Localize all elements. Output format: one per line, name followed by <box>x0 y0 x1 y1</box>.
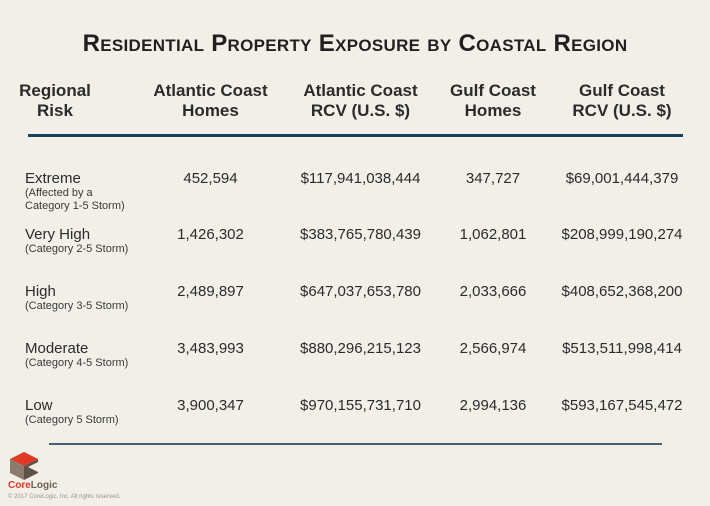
page-title: Residential Property Exposure by Coastal… <box>82 30 628 57</box>
risk-sub-label: (Category 3-5 Storm) <box>25 300 129 312</box>
header-line: Gulf Coast <box>579 81 665 100</box>
risk-sub-label: (Category 4-5 Storm) <box>25 357 129 369</box>
risk-sub-label: Category 1-5 Storm) <box>25 200 125 212</box>
risk-level: Moderate (Category 4-5 Storm) <box>25 340 128 370</box>
risk-level: Very High (Category 2-5 Storm) <box>25 226 128 256</box>
header-line: Gulf Coast <box>450 81 536 100</box>
risk-sub-label: (Category 2-5 Storm) <box>25 243 129 255</box>
header-divider <box>28 134 683 137</box>
header-atlantic-homes: Atlantic Coast Homes <box>148 81 273 121</box>
risk-level: Low (Category 5 Storm) <box>25 397 119 427</box>
logo-core: Core <box>8 480 31 491</box>
header-line: Homes <box>464 101 522 120</box>
gulf-rcv-cell: $593,167,545,472 <box>561 397 683 414</box>
atlantic-homes-cell: 3,483,993 <box>177 340 244 357</box>
header-line: Atlantic Coast <box>153 81 268 100</box>
risk-sub-label: (Affected by a <box>25 187 93 199</box>
atlantic-rcv-cell: $647,037,653,780 <box>300 283 421 300</box>
header-line: RCV (U.S. $) <box>310 101 411 120</box>
header-line: RCV (U.S. $) <box>572 101 672 120</box>
gulf-homes-cell: 1,062,801 <box>459 226 527 243</box>
atlantic-rcv-cell: $880,296,215,123 <box>300 340 421 357</box>
atlantic-rcv-cell: $970,155,731,710 <box>300 397 421 414</box>
copyright-notice: © 2017 CoreLogic, Inc. All rights reserv… <box>8 494 121 500</box>
gulf-rcv-cell: $513,511,998,414 <box>562 340 682 357</box>
risk-sub-label: (Category 5 Storm) <box>25 414 119 426</box>
gulf-rcv-cell: $208,999,190,274 <box>561 226 683 243</box>
atlantic-rcv-cell: $117,941,038,444 <box>300 170 421 187</box>
header-line: Homes <box>182 101 239 120</box>
header-atlantic-rcv: Atlantic Coast RCV (U.S. $) <box>283 81 438 121</box>
header-line: Regional <box>19 81 91 100</box>
gulf-rcv-cell: $69,001,444,379 <box>565 170 679 187</box>
logo-logic: Logic <box>30 480 58 491</box>
header-gulf-rcv: Gulf Coast RCV (U.S. $) <box>547 81 697 121</box>
atlantic-homes-cell: 2,489,897 <box>177 283 244 300</box>
risk-label: Low <box>25 397 53 414</box>
footer-divider <box>49 443 662 445</box>
corelogic-wordmark: CoreLogic <box>8 480 57 491</box>
atlantic-homes-cell: 452,594 <box>183 170 238 187</box>
atlantic-rcv-cell: $383,765,780,439 <box>300 226 421 243</box>
risk-label: Very High <box>25 226 91 243</box>
risk-label: Extreme <box>25 170 81 187</box>
gulf-homes-cell: 2,033,666 <box>459 283 527 300</box>
corelogic-logo-icon <box>10 452 38 480</box>
gulf-homes-cell: 2,566,974 <box>459 340 527 357</box>
header-line: Atlantic Coast <box>303 81 418 100</box>
gulf-rcv-cell: $408,652,368,200 <box>561 283 683 300</box>
atlantic-homes-cell: 1,426,302 <box>177 226 244 243</box>
risk-label: High <box>25 283 56 300</box>
header-regional-risk: Regional Risk <box>10 81 100 121</box>
gulf-homes-cell: 347,727 <box>465 170 521 187</box>
header-gulf-homes: Gulf Coast Homes <box>438 81 548 121</box>
risk-level: Extreme (Affected by a Category 1-5 Stor… <box>25 170 125 213</box>
atlantic-homes-cell: 3,900,347 <box>177 397 244 414</box>
header-line: Risk <box>37 101 73 120</box>
risk-label: Moderate <box>25 340 89 357</box>
gulf-homes-cell: 2,994,136 <box>459 397 527 414</box>
risk-level: High (Category 3-5 Storm) <box>25 283 128 313</box>
